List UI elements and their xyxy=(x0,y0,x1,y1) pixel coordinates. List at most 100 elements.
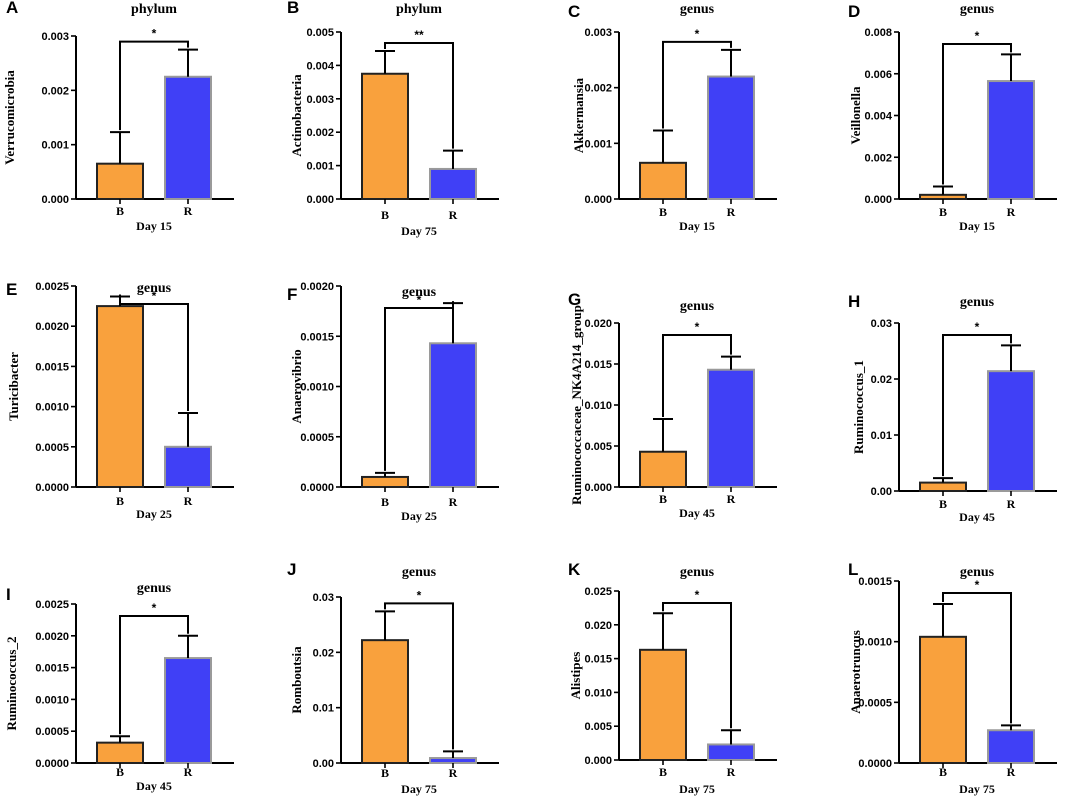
panel-b-significance-label: ** xyxy=(414,28,424,42)
panel-a-ytick-label: 0.001 xyxy=(41,140,69,152)
panel-g-ytick-label: 0.010 xyxy=(584,400,612,412)
panel-h-category-B: B xyxy=(939,497,947,511)
panel-d-letter: D xyxy=(848,2,860,21)
panel-c-category-R: R xyxy=(727,205,736,219)
panel-j-ytick-label: 0.00 xyxy=(313,758,334,770)
panel-j-letter: J xyxy=(287,560,296,579)
panel-k-ytick-label: 0.000 xyxy=(584,755,612,767)
panel-b-ytick-label: 0.000 xyxy=(306,194,334,206)
panel-c-category-B: B xyxy=(659,205,667,219)
panel-i-significance-label: * xyxy=(152,601,157,615)
panel-e-category-B: B xyxy=(116,494,124,508)
panel-h-ytick-label: 0.00 xyxy=(871,486,892,498)
panel-e-ytick-label: 0.0000 xyxy=(35,482,69,494)
panel-i-bar-B xyxy=(96,741,144,765)
panel-k-significance-bracket xyxy=(662,602,732,729)
panel-l-bar-R xyxy=(987,729,1035,764)
panel-j-significance-bracket xyxy=(384,602,454,750)
panel-g-category-R: R xyxy=(727,492,736,506)
panel-e-ylabel: Turicibacter xyxy=(6,352,21,421)
panel-d-ytick-label: 0.006 xyxy=(864,69,892,81)
panel-i-significance-bracket xyxy=(119,615,189,735)
panel-e-category-R: R xyxy=(184,494,193,508)
panel-i-letter: I xyxy=(6,585,11,604)
panel-h-significance-bracket xyxy=(942,334,1012,477)
panel-b-xlabel: Day 75 xyxy=(401,224,437,238)
panel-g-letter: G xyxy=(568,290,581,309)
panel-f-xlabel: Day 25 xyxy=(401,509,437,523)
panel-b-ytick-label: 0.001 xyxy=(306,161,334,173)
panel-k-ytick-label: 0.010 xyxy=(584,687,612,699)
panel-g-ytick-label: 0.015 xyxy=(584,359,612,371)
panel-g-ytick-label: 0.020 xyxy=(584,318,612,330)
panel-a-bar-B xyxy=(96,162,144,200)
panel-k-bar-B xyxy=(639,648,687,762)
panel-d-bar-B xyxy=(919,193,967,200)
panel-c-letter: C xyxy=(568,2,580,21)
panel-c-ylabel: Akkermansia xyxy=(571,77,586,153)
panel-i-ytick-label: 0.0000 xyxy=(35,758,69,770)
panel-d-category-B: B xyxy=(939,205,947,219)
panel-e-letter: E xyxy=(6,280,17,299)
panel-g-significance-label: * xyxy=(695,320,700,334)
panel-l-ytick-label: 0.0000 xyxy=(858,758,892,770)
panel-a-ytick-label: 0.000 xyxy=(41,194,69,206)
panel-l-ytick-label: 0.0005 xyxy=(858,697,892,709)
panel-k-ytick-label: 0.020 xyxy=(584,620,612,632)
panel-k-ytick-label: 0.025 xyxy=(584,586,612,598)
panel-l-ytick-label: 0.0010 xyxy=(858,637,892,649)
panel-h-title: genus xyxy=(960,295,995,310)
panel-k-title: genus xyxy=(680,565,715,580)
panel-e-significance-bracket xyxy=(119,294,189,412)
panel-l-xlabel: Day 75 xyxy=(959,782,995,796)
panel-l-ylabel: Anaerotruncus xyxy=(848,630,863,714)
panel-a-ytick-label: 0.002 xyxy=(41,85,69,97)
panel-c-bar-R xyxy=(707,75,755,200)
panel-g-ytick-label: 0.000 xyxy=(584,482,612,494)
panel-j-category-B: B xyxy=(381,766,389,780)
panel-d-ylabel: Veillonella xyxy=(848,86,863,145)
panel-h-xlabel: Day 45 xyxy=(959,510,995,524)
panel-j-significance-label: * xyxy=(417,588,422,602)
panel-j-ytick-label: 0.01 xyxy=(313,703,334,715)
panel-k-bar-R xyxy=(707,743,755,762)
panel-j-bar-R xyxy=(429,757,477,765)
panel-g-ytick-label: 0.005 xyxy=(584,441,612,453)
panel-b-bar-R xyxy=(429,167,477,201)
panel-f-ytick-label: 0.0005 xyxy=(300,432,334,444)
panel-d-significance-bracket xyxy=(942,43,1012,185)
panel-f-bar-R xyxy=(429,342,477,488)
panel-l-category-R: R xyxy=(1007,765,1016,779)
panel-h-bar-R xyxy=(987,370,1035,492)
panel-a-category-B: B xyxy=(116,204,124,218)
panel-i-category-B: B xyxy=(116,765,124,779)
panel-d-significance-label: * xyxy=(975,29,980,43)
panel-i-ytick-label: 0.0015 xyxy=(35,663,69,675)
panel-l-category-B: B xyxy=(939,765,947,779)
panel-l-significance-bracket xyxy=(942,592,1012,724)
panel-d-ytick-label: 0.008 xyxy=(864,27,892,39)
panel-i-ytick-label: 0.0010 xyxy=(35,694,69,706)
panel-i-category-R: R xyxy=(184,765,193,779)
panel-g-title: genus xyxy=(680,299,715,314)
panel-k-ylabel: Alistipes xyxy=(568,652,583,700)
panel-b-category-R: R xyxy=(449,208,458,222)
panel-i-ytick-label: 0.0020 xyxy=(35,631,69,643)
panel-h-bar-B xyxy=(919,481,967,493)
panel-h-ytick-label: 0.01 xyxy=(871,430,892,442)
panel-f-significance-bracket xyxy=(384,301,454,471)
panel-k-xlabel: Day 75 xyxy=(679,782,715,796)
panel-b-category-B: B xyxy=(381,208,389,222)
panel-f-title: genus xyxy=(402,285,437,300)
panel-g-xlabel: Day 45 xyxy=(679,506,715,520)
panel-d-bar-R xyxy=(987,80,1035,200)
panel-f-ylabel: Anaerovibrio xyxy=(289,349,304,423)
panel-h-letter: H xyxy=(848,292,860,311)
panel-b-title: phylum xyxy=(396,2,442,17)
panel-c-title: genus xyxy=(680,2,715,17)
panel-e-bar-B xyxy=(96,305,144,488)
panel-j-ylabel: Romboutsia xyxy=(289,646,304,714)
panel-j-title: genus xyxy=(402,565,437,580)
panel-c-ytick-label: 0.003 xyxy=(584,27,612,39)
panel-a-ytick-label: 0.003 xyxy=(41,31,69,43)
